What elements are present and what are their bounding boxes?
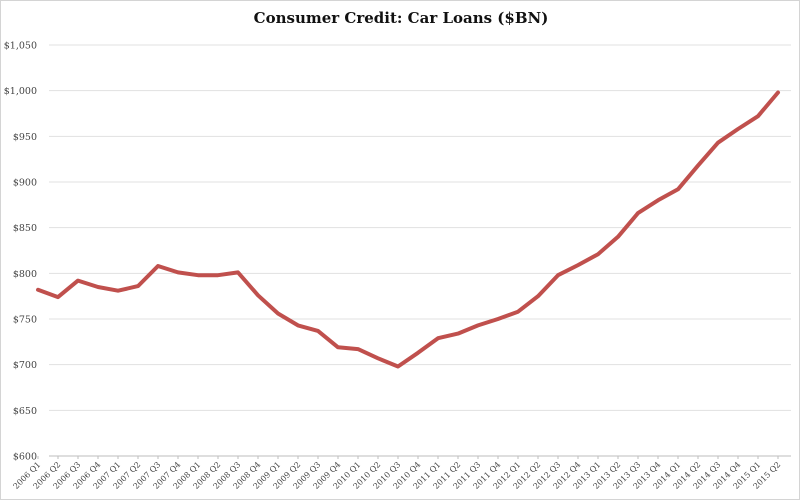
y-tick-label: $700 (13, 360, 37, 371)
y-tick-label: $1,050 (4, 41, 37, 52)
y-tick-label: $950 (13, 132, 37, 143)
y-tick-label: $800 (13, 269, 37, 280)
y-tick-label: $600 (13, 452, 37, 463)
y-tick-label: $650 (13, 406, 37, 417)
series-line (38, 93, 778, 367)
y-tick-label: $850 (13, 223, 37, 234)
y-tick-label: $750 (13, 315, 37, 326)
y-tick-label: $900 (13, 178, 37, 189)
y-tick-label: $1,000 (4, 86, 37, 97)
